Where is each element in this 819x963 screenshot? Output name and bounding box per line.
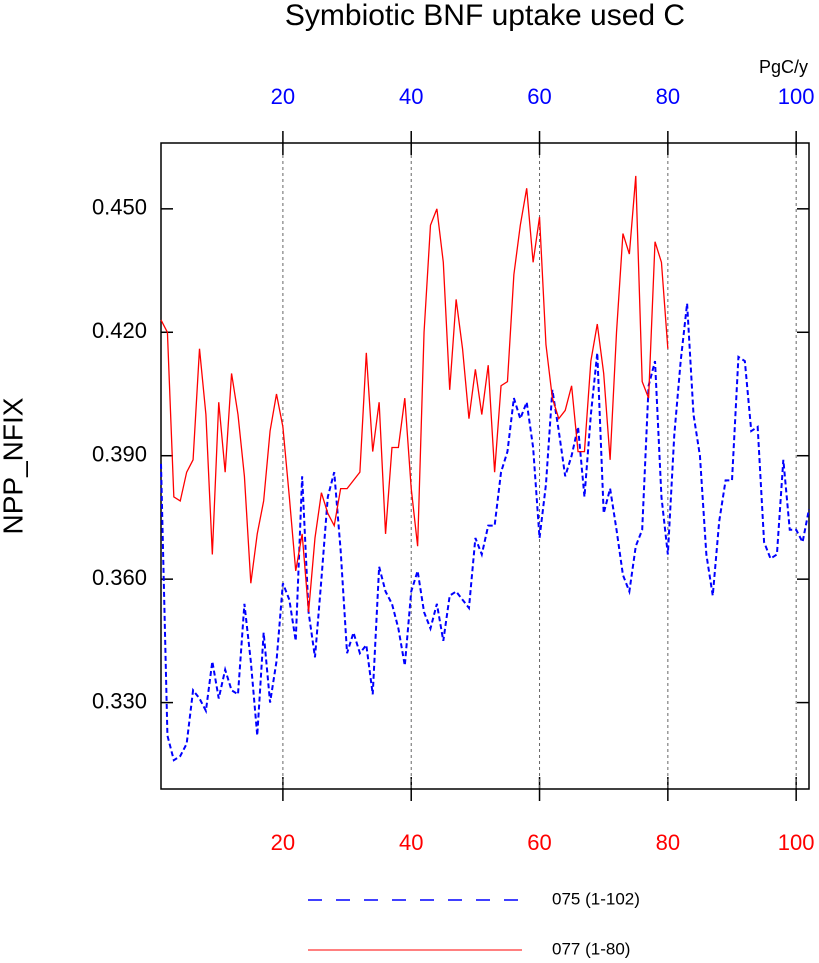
- legend-label: 075 (1-102): [552, 889, 640, 908]
- y-tick-label: 0.330: [92, 688, 147, 713]
- x-tick-label: 100: [778, 830, 815, 855]
- series-line: [160, 175, 669, 613]
- x-tick-label: 80: [656, 84, 680, 109]
- x-tick-label: 80: [656, 830, 680, 855]
- y-axis-label: NPP_NFIX: [0, 397, 28, 534]
- x-tick-label: 40: [399, 830, 423, 855]
- x-tick-label: 20: [271, 830, 295, 855]
- y-tick-label: 0.390: [92, 442, 147, 467]
- chart-title: Symbiotic BNF uptake used C: [285, 0, 685, 32]
- x-tick-label: 100: [778, 84, 815, 109]
- legend-label: 077 (1-80): [552, 939, 630, 958]
- plot-frame: [160, 142, 810, 790]
- x-tick-label: 40: [399, 84, 423, 109]
- y-tick-label: 0.450: [92, 195, 147, 220]
- y-tick-label: 0.420: [92, 318, 147, 343]
- x-tick-label: 60: [527, 830, 551, 855]
- x-tick-label: 60: [527, 84, 551, 109]
- series-line: [160, 303, 810, 762]
- x-tick-label: 20: [271, 84, 295, 109]
- top-axis-unit: PgC/y: [759, 57, 808, 77]
- y-tick-label: 0.360: [92, 565, 147, 590]
